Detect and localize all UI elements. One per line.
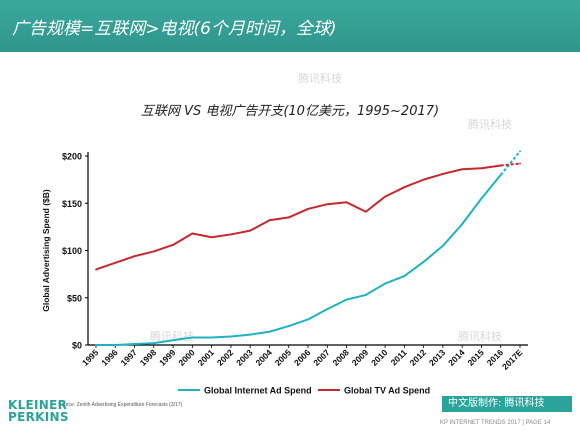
x-tick-label: 2004 [253,347,274,368]
x-tick-label: 1995 [80,347,101,368]
data-point [326,203,329,206]
x-tick-label: 2017E [500,347,525,372]
x-tick-label: 2014 [446,347,467,368]
data-point [249,333,252,336]
data-point [307,208,309,210]
data-point [519,162,521,165]
data-point [403,186,406,189]
x-tick-label: 2015 [465,347,486,368]
data-point [152,250,155,253]
x-tick-label: 2012 [408,347,429,368]
x-tick-label: 2000 [176,347,197,368]
data-point [307,318,309,321]
data-point [384,282,386,285]
data-point [230,233,232,236]
data-point [326,308,329,310]
data-point [210,336,213,339]
watermark: 腾讯科技 [458,330,502,343]
data-point [268,219,271,222]
data-point [345,298,348,301]
data-point [114,261,117,264]
data-point [95,344,97,346]
x-tick-label: 2003 [234,347,255,368]
data-point [364,210,367,213]
page-footer: KP INTERNET TRENDS 2017 | PAGE 14 [440,420,551,426]
data-point [403,275,406,277]
x-tick-label: 1998 [138,347,159,368]
data-point [422,260,425,263]
x-tick-label: 2008 [331,347,352,368]
x-tick-label: 2006 [292,347,313,368]
y-tick-label: $200 [62,152,82,162]
kleiner-perkins-logo: KLEINER PERKINS [8,399,69,423]
y-tick-label: $150 [62,199,82,209]
data-point [442,173,444,175]
data-point [249,229,252,232]
y-tick-label: $50 [67,293,82,303]
data-point [480,197,483,200]
header-bar: 广告规模=互联网>电视(6个月时间，全球) [0,0,580,52]
data-point [287,325,290,327]
watermark: 腾讯科技 [298,72,342,85]
data-point [114,344,117,346]
data-point [345,201,348,204]
data-point [172,243,174,246]
data-point [519,150,521,153]
data-point [499,174,502,176]
series-line [95,164,501,271]
y-tick-label: $100 [62,246,82,256]
data-point [133,343,136,345]
data-point [364,294,367,296]
data-point [133,255,136,258]
x-tick-label: 2002 [215,347,236,368]
data-point [461,223,464,225]
x-tick-label: 1999 [157,347,178,368]
x-tick-label: 2007 [311,347,332,368]
x-tick-label: 2009 [350,347,371,368]
data-point [230,335,232,338]
series-line [96,174,502,346]
data-point [210,236,213,239]
legend-label: Global Internet Ad Spend [204,386,312,396]
page-title: 广告规模=互联网>电视(6个月时间，全球) [12,19,337,39]
data-point [152,342,155,345]
data-point [499,164,502,167]
x-tick-label: 2010 [369,347,390,368]
source-note: Source: Zenith Advertising Expenditure F… [58,402,183,408]
series-projection [500,162,521,167]
y-tick-label: $0 [72,341,82,351]
x-tick-label: 1996 [99,347,120,368]
logo-line-2: PERKINS [8,410,69,424]
x-tick-label: 2013 [427,347,448,368]
data-point [95,268,97,271]
x-tick-label: 2011 [389,347,409,367]
data-point [480,167,483,170]
data-point [422,178,425,181]
data-point [268,330,271,333]
data-point [191,336,194,339]
chart-title: 互联网 VS 电视广告开支(10亿美元，1995~2017) [140,104,440,119]
data-point [191,232,194,235]
watermark: 腾讯科技 [468,118,512,131]
x-tick-label: 2005 [273,347,294,368]
data-point [287,216,290,219]
y-axis-label: Global Advertising Spend ($B) [41,189,51,312]
series-projection [499,150,521,176]
data-point [461,168,464,171]
tencent-badge: 中文版制作: 腾讯科技 [442,396,572,412]
x-tick-label: 2001 [196,347,217,368]
logo-line-1: KLEINER [8,398,68,412]
legend-label: Global TV Ad Spend [344,386,430,396]
data-point [442,244,444,247]
x-tick-label: 1997 [119,347,140,368]
data-point [384,195,386,198]
data-point [172,339,174,342]
